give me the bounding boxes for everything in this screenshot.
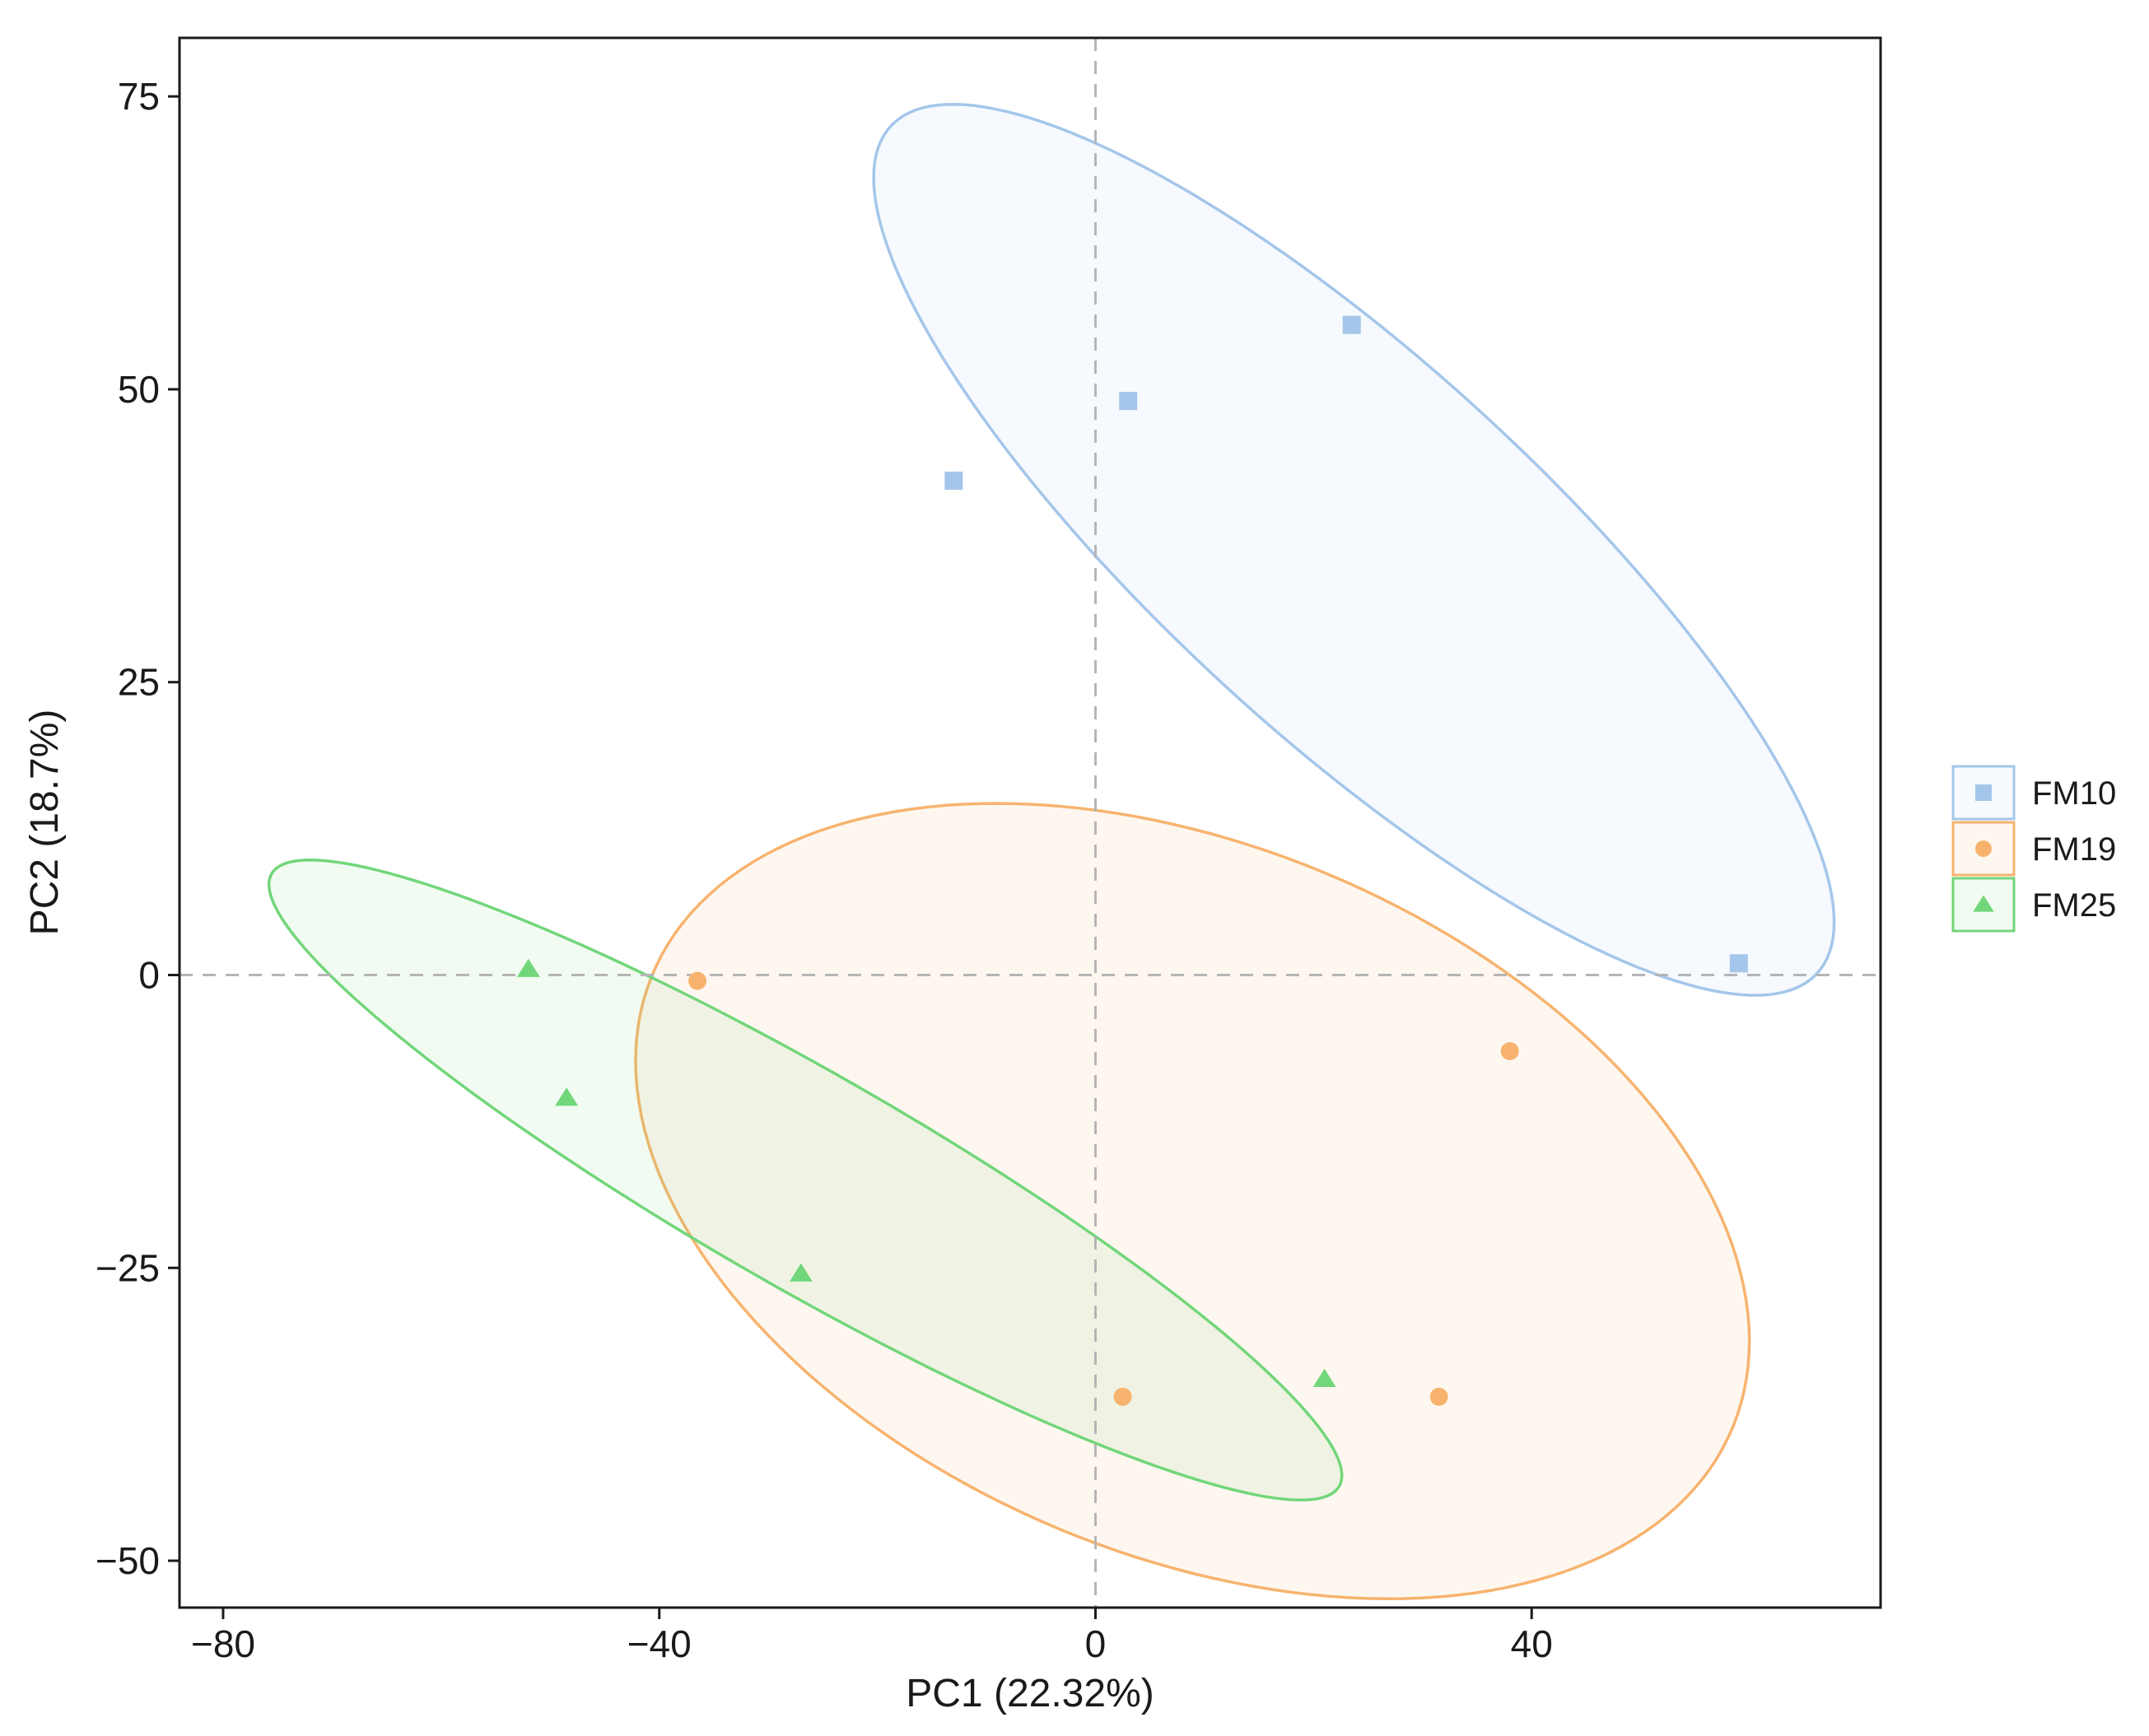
legend-item-fm19: FM19 (1951, 821, 2116, 877)
legend-item-fm10: FM10 (1951, 765, 2116, 821)
confidence-ellipses (267, 102, 1836, 1601)
plot-border (178, 36, 1882, 1609)
x-tick-label: −80 (191, 1622, 255, 1665)
x-tick-label: 0 (1085, 1622, 1107, 1665)
point-fm19-3 (1113, 1387, 1132, 1406)
point-fm25-3 (790, 1263, 813, 1282)
y-tick-label: 50 (118, 368, 160, 411)
point-fm10-2 (1119, 392, 1138, 411)
legend-marker (1973, 895, 1994, 912)
x-axis-ticks: −80 −40 0 40 (191, 1608, 1553, 1665)
ellipse-fm10 (872, 102, 1836, 997)
point-fm19-4 (1429, 1387, 1448, 1406)
point-fm25-2 (555, 1087, 579, 1106)
point-fm19-1 (688, 971, 707, 990)
legend-label: FM19 (2032, 831, 2116, 868)
reference-lines (179, 38, 1881, 1608)
legend: FM10 FM19 FM25 (1951, 765, 2116, 933)
legend-label: FM25 (2032, 887, 2116, 924)
point-fm10-3 (1342, 315, 1361, 334)
x-axis-title: PC1 (22.32%) (906, 1672, 1154, 1715)
y-tick-label: 0 (138, 954, 160, 997)
point-fm25-4 (1312, 1368, 1336, 1387)
y-axis-ticks: 75 50 25 0 −25 −50 (96, 75, 179, 1582)
y-tick-label: 25 (118, 661, 160, 704)
y-axis-title: PC2 (18.7%) (23, 710, 67, 936)
plot-background (179, 38, 1881, 1608)
legend-label: FM10 (2032, 775, 2116, 812)
y-tick-label: −25 (96, 1246, 160, 1289)
legend-item-fm25: FM25 (1951, 877, 2116, 933)
x-tick-label: 40 (1511, 1622, 1553, 1665)
y-tick-label: 75 (118, 75, 160, 118)
ellipse-fm19 (634, 802, 1751, 1601)
x-tick-label: −40 (627, 1622, 692, 1665)
point-fm19-2 (1500, 1042, 1519, 1061)
data-points (516, 315, 1748, 1406)
y-tick-label: −50 (96, 1539, 160, 1582)
ellipse-fm25 (267, 859, 1344, 1502)
point-fm10-4 (1729, 954, 1748, 973)
point-fm25-1 (516, 958, 540, 977)
legend-marker (1975, 840, 1992, 857)
point-fm10-1 (944, 471, 963, 490)
legend-marker (1975, 784, 1992, 801)
